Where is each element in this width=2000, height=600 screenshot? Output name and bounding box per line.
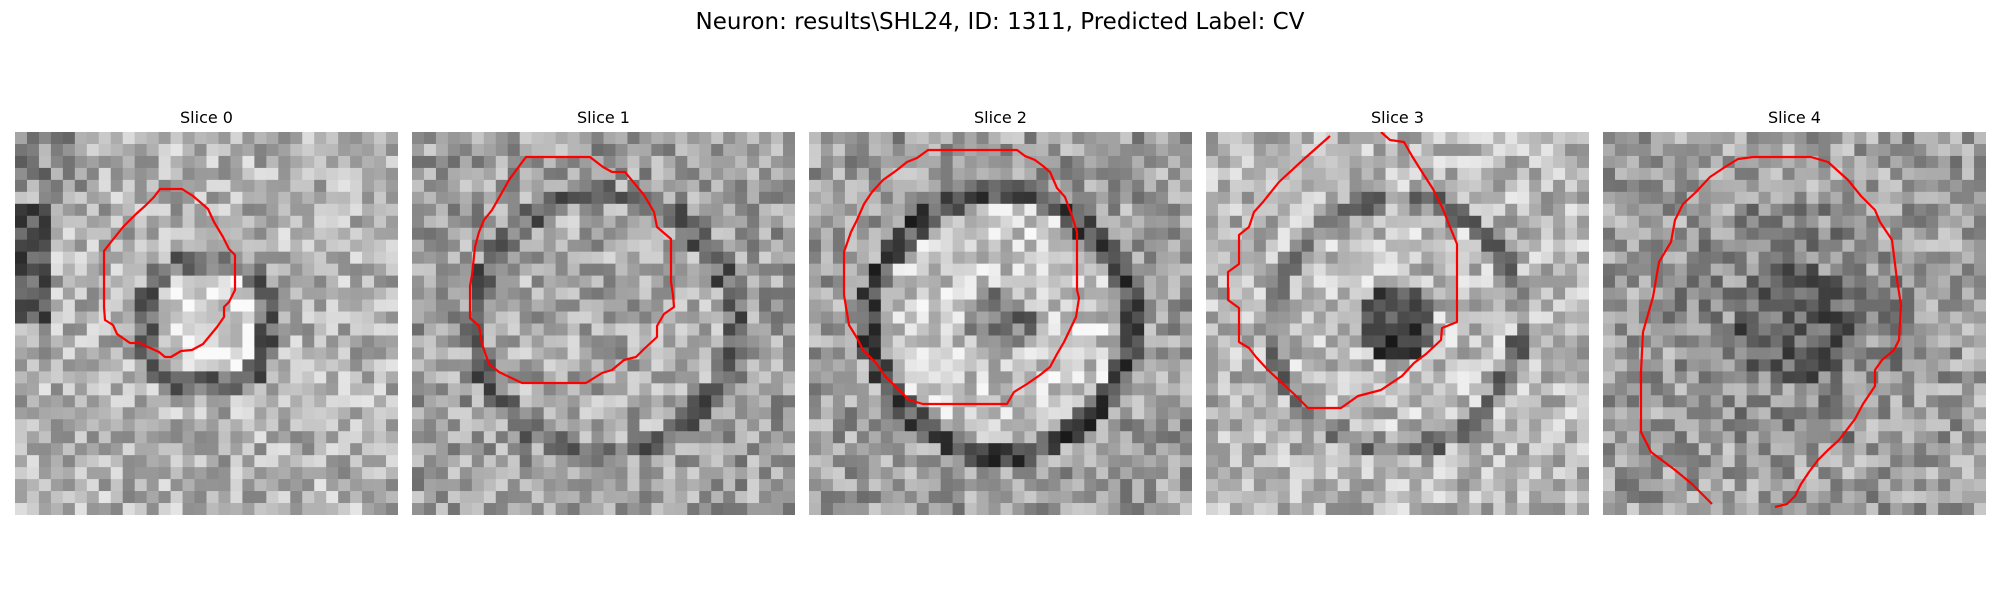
segmentation-contour-0: [102, 187, 237, 359]
slice-title-1: Slice 1: [577, 108, 630, 127]
slice-panel-2: Slice 2: [809, 108, 1192, 515]
slice-texture-4: [1603, 132, 1986, 515]
slice-image-2: [809, 132, 1192, 515]
segmentation-contour-2: [842, 148, 1081, 406]
slice-panel-4: Slice 4: [1603, 108, 1986, 515]
slice-panel-1: Slice 1: [412, 108, 795, 515]
segmentation-contour-1: [468, 155, 676, 385]
slice-image-4: [1603, 132, 1986, 515]
slice-texture-3: [1206, 132, 1589, 515]
slice-image-0: [15, 132, 398, 515]
slice-texture-2: [809, 132, 1192, 515]
slice-panel-3: Slice 3: [1206, 108, 1589, 515]
slice-panel-0: Slice 0: [15, 108, 398, 515]
slice-title-0: Slice 0: [180, 108, 233, 127]
slice-image-3: [1206, 132, 1589, 515]
slice-image-1: [412, 132, 795, 515]
slice-texture-0: [15, 132, 398, 515]
slice-texture-1: [412, 132, 795, 515]
segmentation-contour-4: [1639, 155, 1903, 509]
slice-title-4: Slice 4: [1768, 108, 1821, 127]
segmentation-contour-3: [1226, 132, 1459, 410]
figure-title: Neuron: results\SHL24, ID: 1311, Predict…: [695, 9, 1305, 35]
slice-title-2: Slice 2: [974, 108, 1027, 127]
slice-title-3: Slice 3: [1371, 108, 1424, 127]
